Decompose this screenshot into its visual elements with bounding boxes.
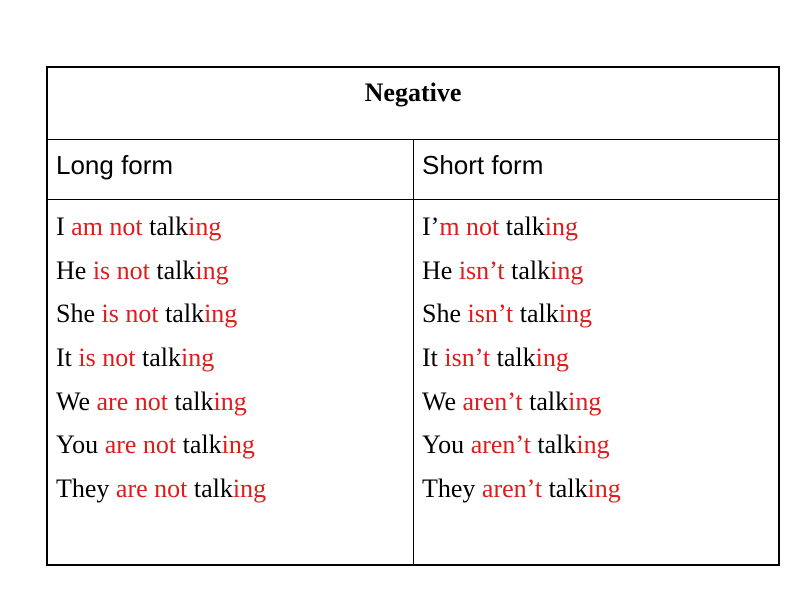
sentence-row: It is not talking bbox=[48, 336, 413, 380]
sentence-row: You aren’t talking bbox=[414, 423, 778, 467]
subject: I bbox=[56, 212, 65, 241]
negative-verb: m not bbox=[439, 212, 500, 241]
title-row: Negative bbox=[48, 68, 778, 140]
short-form-column: I’m not talking He isn’t talking She isn’t… bbox=[414, 205, 778, 511]
subject: She bbox=[422, 299, 461, 329]
verb-stem: talk bbox=[511, 255, 551, 285]
subject: It bbox=[56, 343, 72, 373]
subject: I’ bbox=[422, 212, 440, 241]
verb-stem: talk bbox=[537, 430, 577, 460]
ing-suffix: ing bbox=[204, 299, 238, 329]
subject: She bbox=[56, 299, 95, 329]
verb-stem: talk bbox=[156, 255, 196, 285]
verb-stem: talk bbox=[505, 212, 545, 241]
subject: He bbox=[422, 255, 453, 285]
ing-suffix: ing bbox=[180, 343, 215, 373]
header-label: Short form bbox=[422, 150, 544, 180]
sentence-row: He isn’t talking bbox=[414, 249, 778, 293]
negative-verb: is not bbox=[101, 299, 159, 329]
verb-stem: talk bbox=[496, 343, 536, 373]
sentence-row: It isn’t talking bbox=[414, 336, 778, 380]
long-form-column: I am not talking He is not talking She is … bbox=[48, 205, 413, 511]
negative-verb: isn’t bbox=[444, 343, 491, 373]
ing-suffix: ing bbox=[195, 255, 229, 285]
negative-verb: aren’t bbox=[462, 386, 523, 416]
subject: They bbox=[56, 474, 110, 504]
subject: They bbox=[422, 474, 476, 504]
sentence-row: She is not talking bbox=[48, 292, 413, 336]
ing-suffix: ing bbox=[221, 430, 255, 460]
sentence-row: You are not talking bbox=[48, 423, 413, 467]
header-short-form: Short form bbox=[414, 140, 778, 200]
negative-verb: are not bbox=[96, 386, 168, 416]
negative-verb: am not bbox=[71, 212, 143, 241]
verb-stem: talk bbox=[529, 386, 569, 416]
ing-suffix: ing bbox=[568, 386, 602, 416]
negative-verb: are not bbox=[104, 430, 177, 460]
ing-suffix: ing bbox=[213, 386, 247, 416]
subject: You bbox=[56, 430, 99, 460]
subject: You bbox=[422, 430, 465, 460]
ing-suffix: ing bbox=[576, 430, 610, 460]
verb-stem: talk bbox=[193, 474, 233, 504]
subject: We bbox=[422, 386, 456, 416]
verb-stem: talk bbox=[141, 343, 181, 373]
sentence-row: We aren’t talking bbox=[414, 380, 778, 424]
negative-verb: aren’t bbox=[481, 474, 543, 504]
subject: He bbox=[56, 255, 87, 285]
verb-stem: talk bbox=[519, 299, 559, 329]
verb-stem: talk bbox=[174, 386, 214, 416]
sentence-row: We are not talking bbox=[48, 380, 413, 424]
negative-verb: are not bbox=[115, 474, 188, 504]
negative-verb: is not bbox=[78, 343, 136, 373]
sentence-row: He is not talking bbox=[48, 249, 413, 293]
sentence-row: I am not talking bbox=[48, 205, 413, 249]
subject: It bbox=[422, 343, 438, 373]
column-divider bbox=[413, 140, 414, 564]
negative-verb: aren’t bbox=[470, 430, 531, 460]
verb-stem: talk bbox=[548, 474, 588, 504]
sentence-row: They aren’t talking bbox=[414, 467, 778, 511]
header-label: Long form bbox=[56, 150, 174, 180]
subject: We bbox=[56, 386, 90, 416]
verb-stem: talk bbox=[149, 212, 189, 241]
negative-table: Negative Long form Short form I am not t… bbox=[46, 66, 780, 566]
ing-suffix: ing bbox=[587, 474, 621, 504]
verb-stem: talk bbox=[165, 299, 205, 329]
ing-suffix: ing bbox=[550, 255, 584, 285]
verb-stem: talk bbox=[182, 430, 222, 460]
ing-suffix: ing bbox=[232, 474, 267, 504]
ing-suffix: ing bbox=[544, 212, 579, 241]
header-long-form: Long form bbox=[48, 140, 413, 200]
ing-suffix: ing bbox=[558, 299, 592, 329]
negative-verb: isn’t bbox=[458, 255, 505, 285]
ing-suffix: ing bbox=[188, 212, 222, 241]
sentence-row: She isn’t talking bbox=[414, 292, 778, 336]
negative-verb: isn’t bbox=[467, 299, 514, 329]
sentence-row: I’m not talking bbox=[414, 205, 778, 249]
table-title: Negative bbox=[364, 78, 462, 107]
ing-suffix: ing bbox=[535, 343, 569, 373]
negative-verb: is not bbox=[92, 255, 150, 285]
sentence-row: They are not talking bbox=[48, 467, 413, 511]
